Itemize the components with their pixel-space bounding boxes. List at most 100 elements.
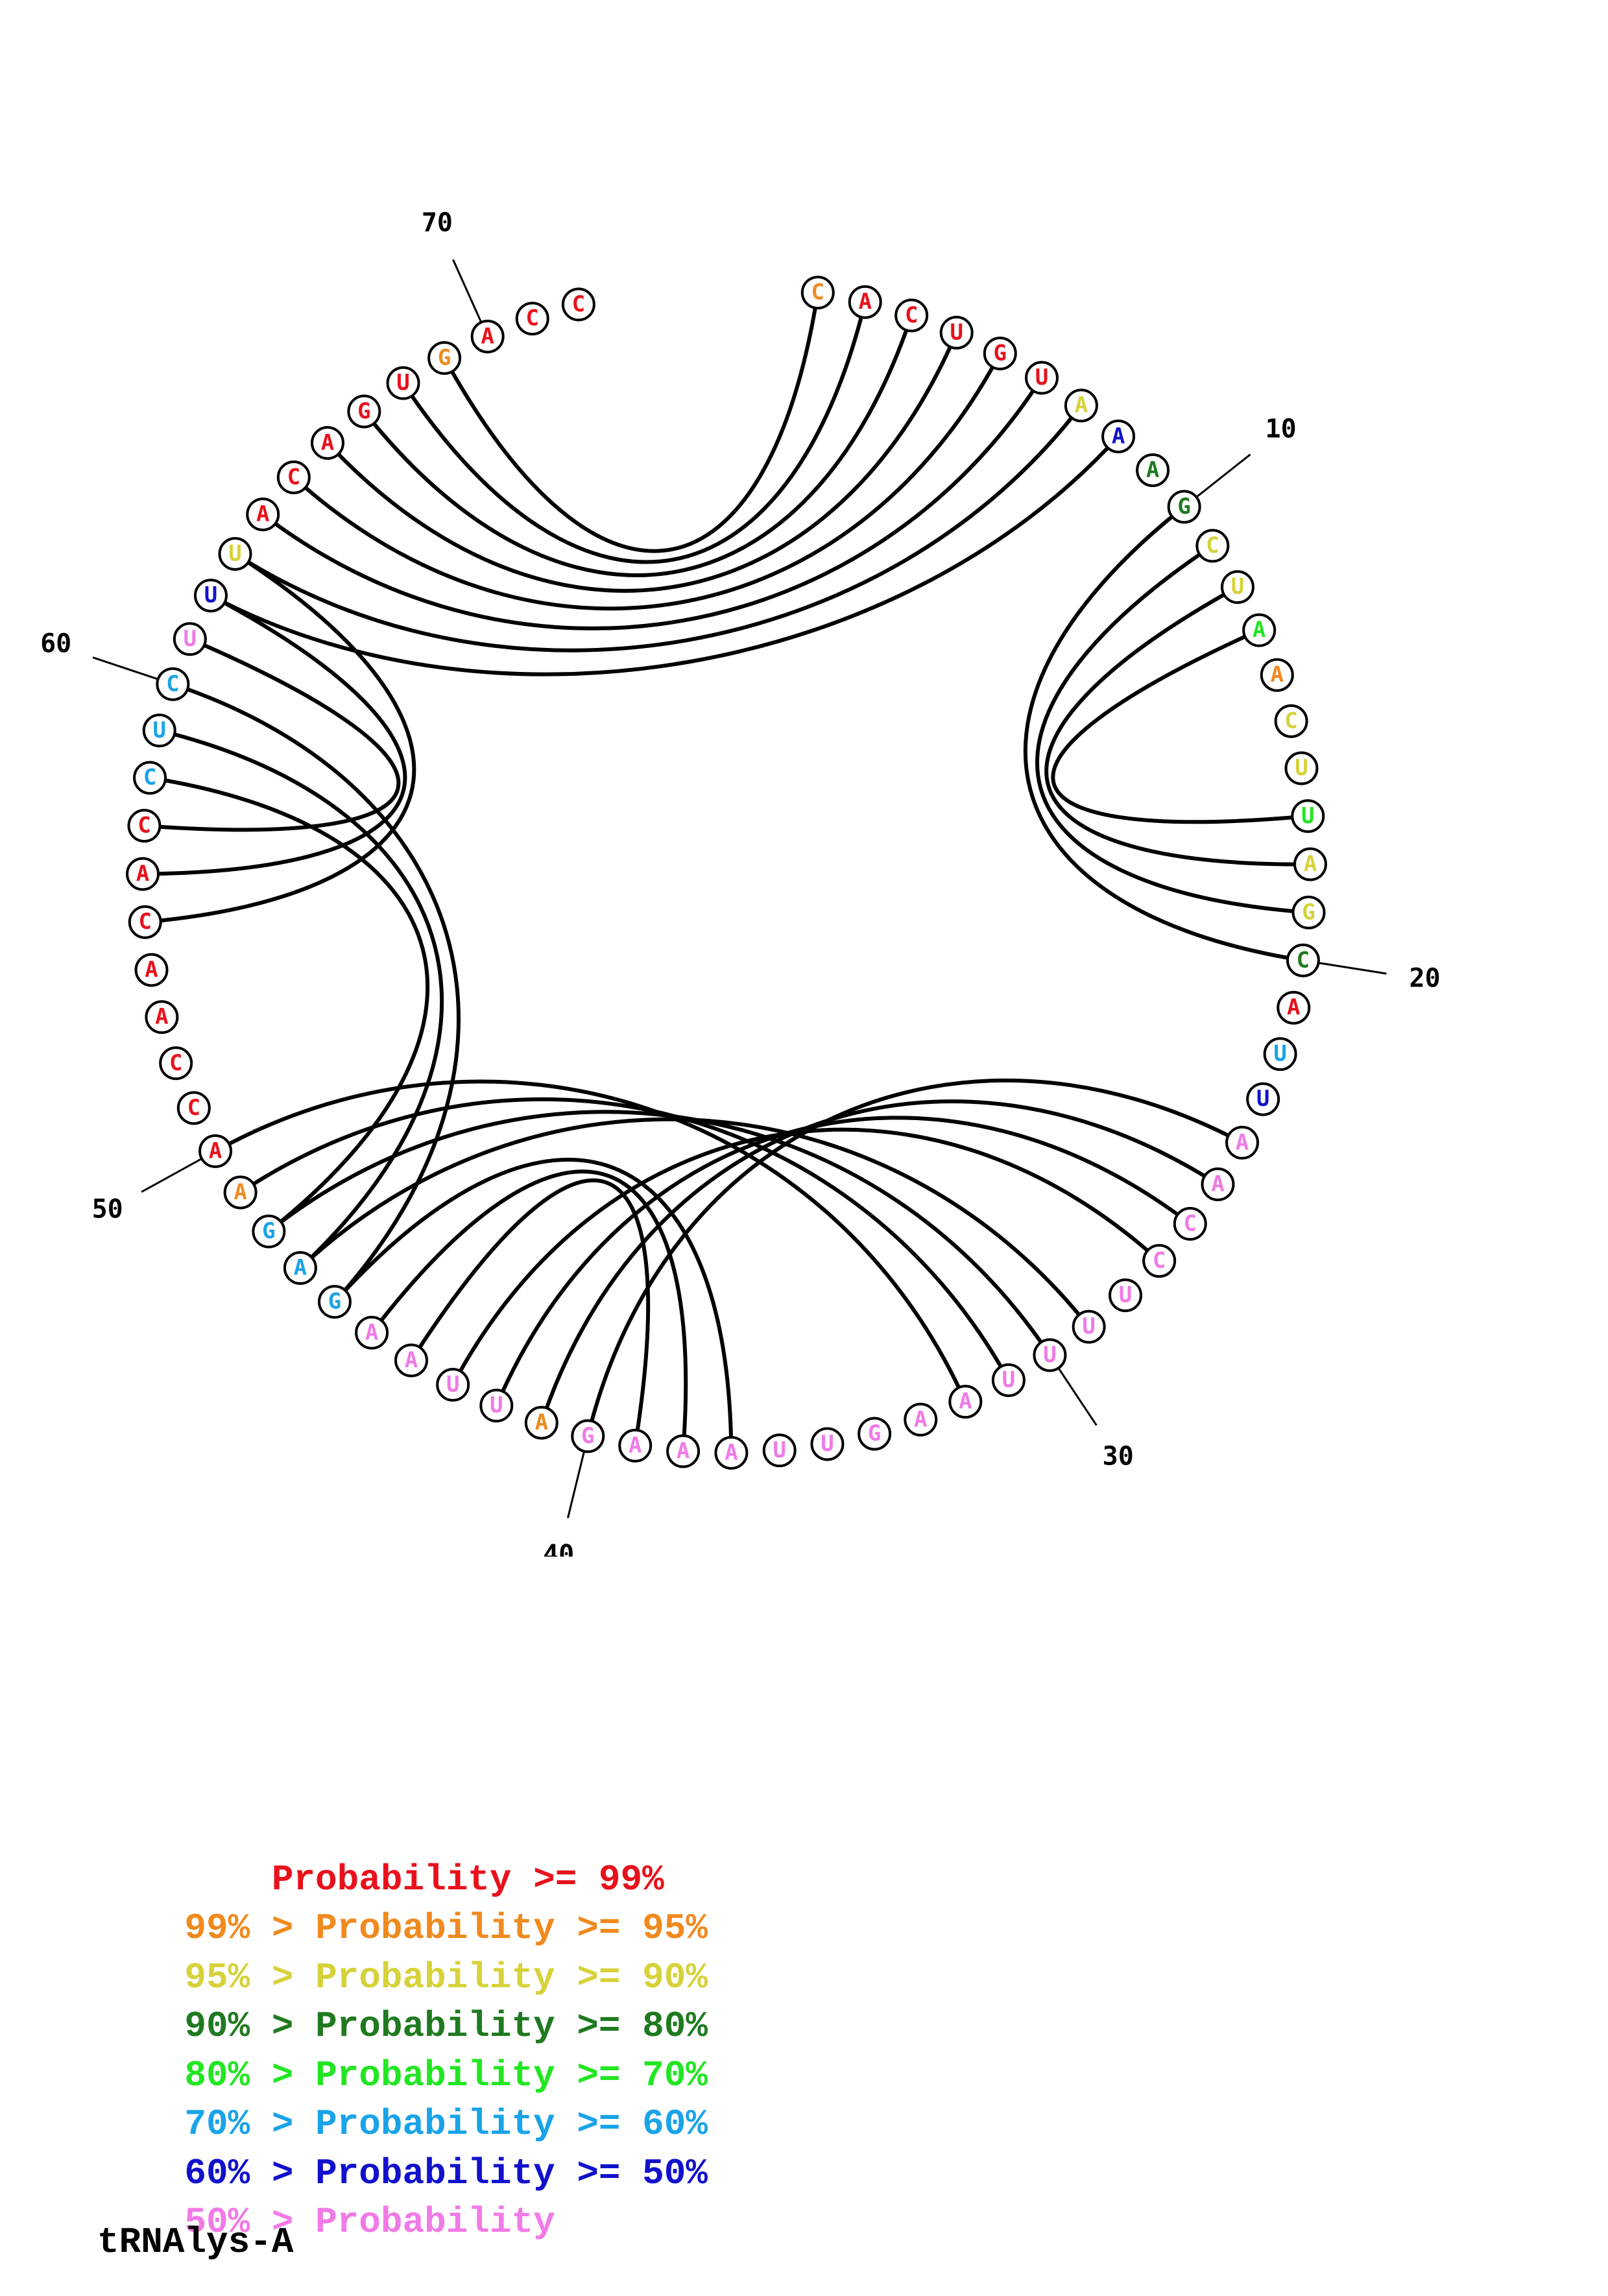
- pair-arc: [144, 637, 401, 832]
- nucleotide-letter: C: [143, 765, 156, 791]
- pair-arc: [234, 404, 1083, 652]
- nucleotide: A: [283, 1251, 317, 1286]
- nucleotide-circle: [142, 713, 176, 748]
- nucleotide: U: [1220, 570, 1254, 604]
- tick-label: 50: [92, 1195, 123, 1225]
- nucleotide-circle: [128, 905, 162, 939]
- tick-label: 70: [422, 208, 453, 237]
- nucleotide-letter: A: [294, 1255, 307, 1281]
- nucleotide: A: [134, 953, 169, 987]
- pair-arc: [214, 1079, 968, 1403]
- nucleotide: C: [276, 460, 311, 494]
- nucleotide-letter: G: [262, 1218, 275, 1244]
- nucleotide-circle: [1033, 1338, 1067, 1372]
- nucleotide: U: [1263, 1037, 1297, 1071]
- nucleotide: C: [1142, 1244, 1177, 1278]
- pair-arc: [1023, 505, 1304, 963]
- legend-prefix: 90% >: [184, 2005, 316, 2047]
- nucleotide-letter: G: [994, 340, 1007, 366]
- nucleotide-letter: U: [821, 1431, 834, 1457]
- legend-row-p80: 90% > Probability >= 80%: [97, 1954, 708, 2047]
- nucleotide: C: [156, 667, 190, 701]
- nucleotide-circle: [515, 302, 549, 336]
- nucleotide: A: [848, 285, 882, 319]
- nucleotide: C: [800, 276, 835, 310]
- nucleotide-letter: G: [868, 1420, 881, 1446]
- nucleotide-circle: [1246, 1082, 1280, 1116]
- nucleotide-letter: A: [858, 289, 871, 315]
- nucleotide-letter: A: [1236, 1129, 1249, 1155]
- nucleotide-circle: [666, 1434, 701, 1468]
- nucleotide-circle: [133, 761, 167, 795]
- nucleotide-letter: U: [204, 582, 217, 608]
- nucleotide-letter: C: [1284, 708, 1297, 734]
- nucleotide: C: [515, 302, 549, 336]
- legend-prefix: 99% >: [184, 1907, 316, 1949]
- nucleotide: G: [427, 341, 462, 376]
- nucleotide-circle: [939, 315, 974, 350]
- nucleotide: U: [1033, 1338, 1067, 1372]
- pair-arc: [333, 1158, 734, 1453]
- legend-label: Probability: [315, 2201, 555, 2243]
- nucleotide-letter: G: [581, 1423, 594, 1449]
- pair-arc: [402, 302, 867, 564]
- nucleotide: U: [939, 315, 974, 350]
- pair-arc: [442, 292, 820, 553]
- nucleotide-circle: [134, 953, 169, 987]
- nucleotide-letter: C: [572, 291, 585, 317]
- nucleotide-letter: U: [950, 319, 963, 345]
- nucleotide-letter: U: [446, 1372, 459, 1398]
- nucleotide-circle: [436, 1368, 470, 1402]
- nucleotide-circle: [198, 1134, 233, 1168]
- nucleotide-letter: G: [438, 345, 451, 371]
- nucleotide-letter: A: [365, 1319, 378, 1345]
- nucleotide-circle: [800, 276, 835, 310]
- nucleotide-letter: A: [1112, 423, 1125, 449]
- nucleotide: G: [1291, 895, 1326, 929]
- nucleotide-letter: A: [1304, 851, 1317, 877]
- pair-arc: [409, 1178, 651, 1446]
- nucleotide: C: [159, 1046, 193, 1081]
- nucleotide-letter: A: [914, 1406, 927, 1432]
- legend-row-p90: 95% > Probability >= 90%: [97, 1904, 708, 1998]
- nucleotide-letter: U: [1043, 1342, 1056, 1368]
- nucleotide-circle: [1286, 943, 1320, 977]
- nucleotide-circle: [1167, 490, 1201, 524]
- nucleotide: U: [1072, 1309, 1106, 1344]
- nucleotide-circle: [810, 1427, 845, 1461]
- nucleotide-letter: U: [396, 370, 409, 396]
- legend-label: Probability >= 95%: [315, 1907, 708, 1949]
- nucleotide-letter: U: [1231, 574, 1244, 600]
- nucleotide: A: [1242, 613, 1277, 647]
- nucleotide-letter: A: [677, 1438, 690, 1464]
- nucleotide-letter: A: [1146, 457, 1159, 483]
- nucleotide-circle: [1025, 361, 1059, 395]
- nucleotide: G: [1167, 490, 1201, 524]
- nucleotide-letter: A: [234, 1179, 246, 1205]
- nucleotide-letter: U: [1301, 803, 1314, 829]
- nucleotide-circle: [1263, 1037, 1297, 1071]
- nucleotide-circle: [1142, 1244, 1177, 1278]
- nucleotide: A: [666, 1434, 701, 1468]
- nucleotide: A: [310, 425, 344, 460]
- tick-label: 10: [1266, 414, 1297, 444]
- nucleotide: U: [479, 1389, 514, 1423]
- nucleotide-circle: [317, 1285, 352, 1319]
- nucleotide: A: [1277, 990, 1311, 1025]
- nucleotide: A: [145, 1000, 179, 1034]
- nucleotide: C: [1274, 704, 1308, 738]
- nucleotide: A: [246, 497, 280, 532]
- pair-arc: [145, 552, 416, 924]
- nucleotide-circle: [1242, 613, 1277, 647]
- structure-title: tRNAlys-A: [97, 2221, 294, 2263]
- nucleotide-letter: C: [1153, 1248, 1166, 1274]
- pair-arc: [149, 776, 430, 1233]
- nucleotide: U: [810, 1427, 845, 1461]
- nucleotide-circle: [1072, 1309, 1106, 1344]
- nucleotide-circle: [283, 1251, 317, 1286]
- nucleotide: C: [894, 298, 929, 333]
- nucleotide-letter: A: [136, 861, 149, 887]
- nucleotide-circle: [394, 1343, 428, 1378]
- nucleotide: C: [127, 809, 162, 843]
- nucleotide-circle: [347, 394, 381, 429]
